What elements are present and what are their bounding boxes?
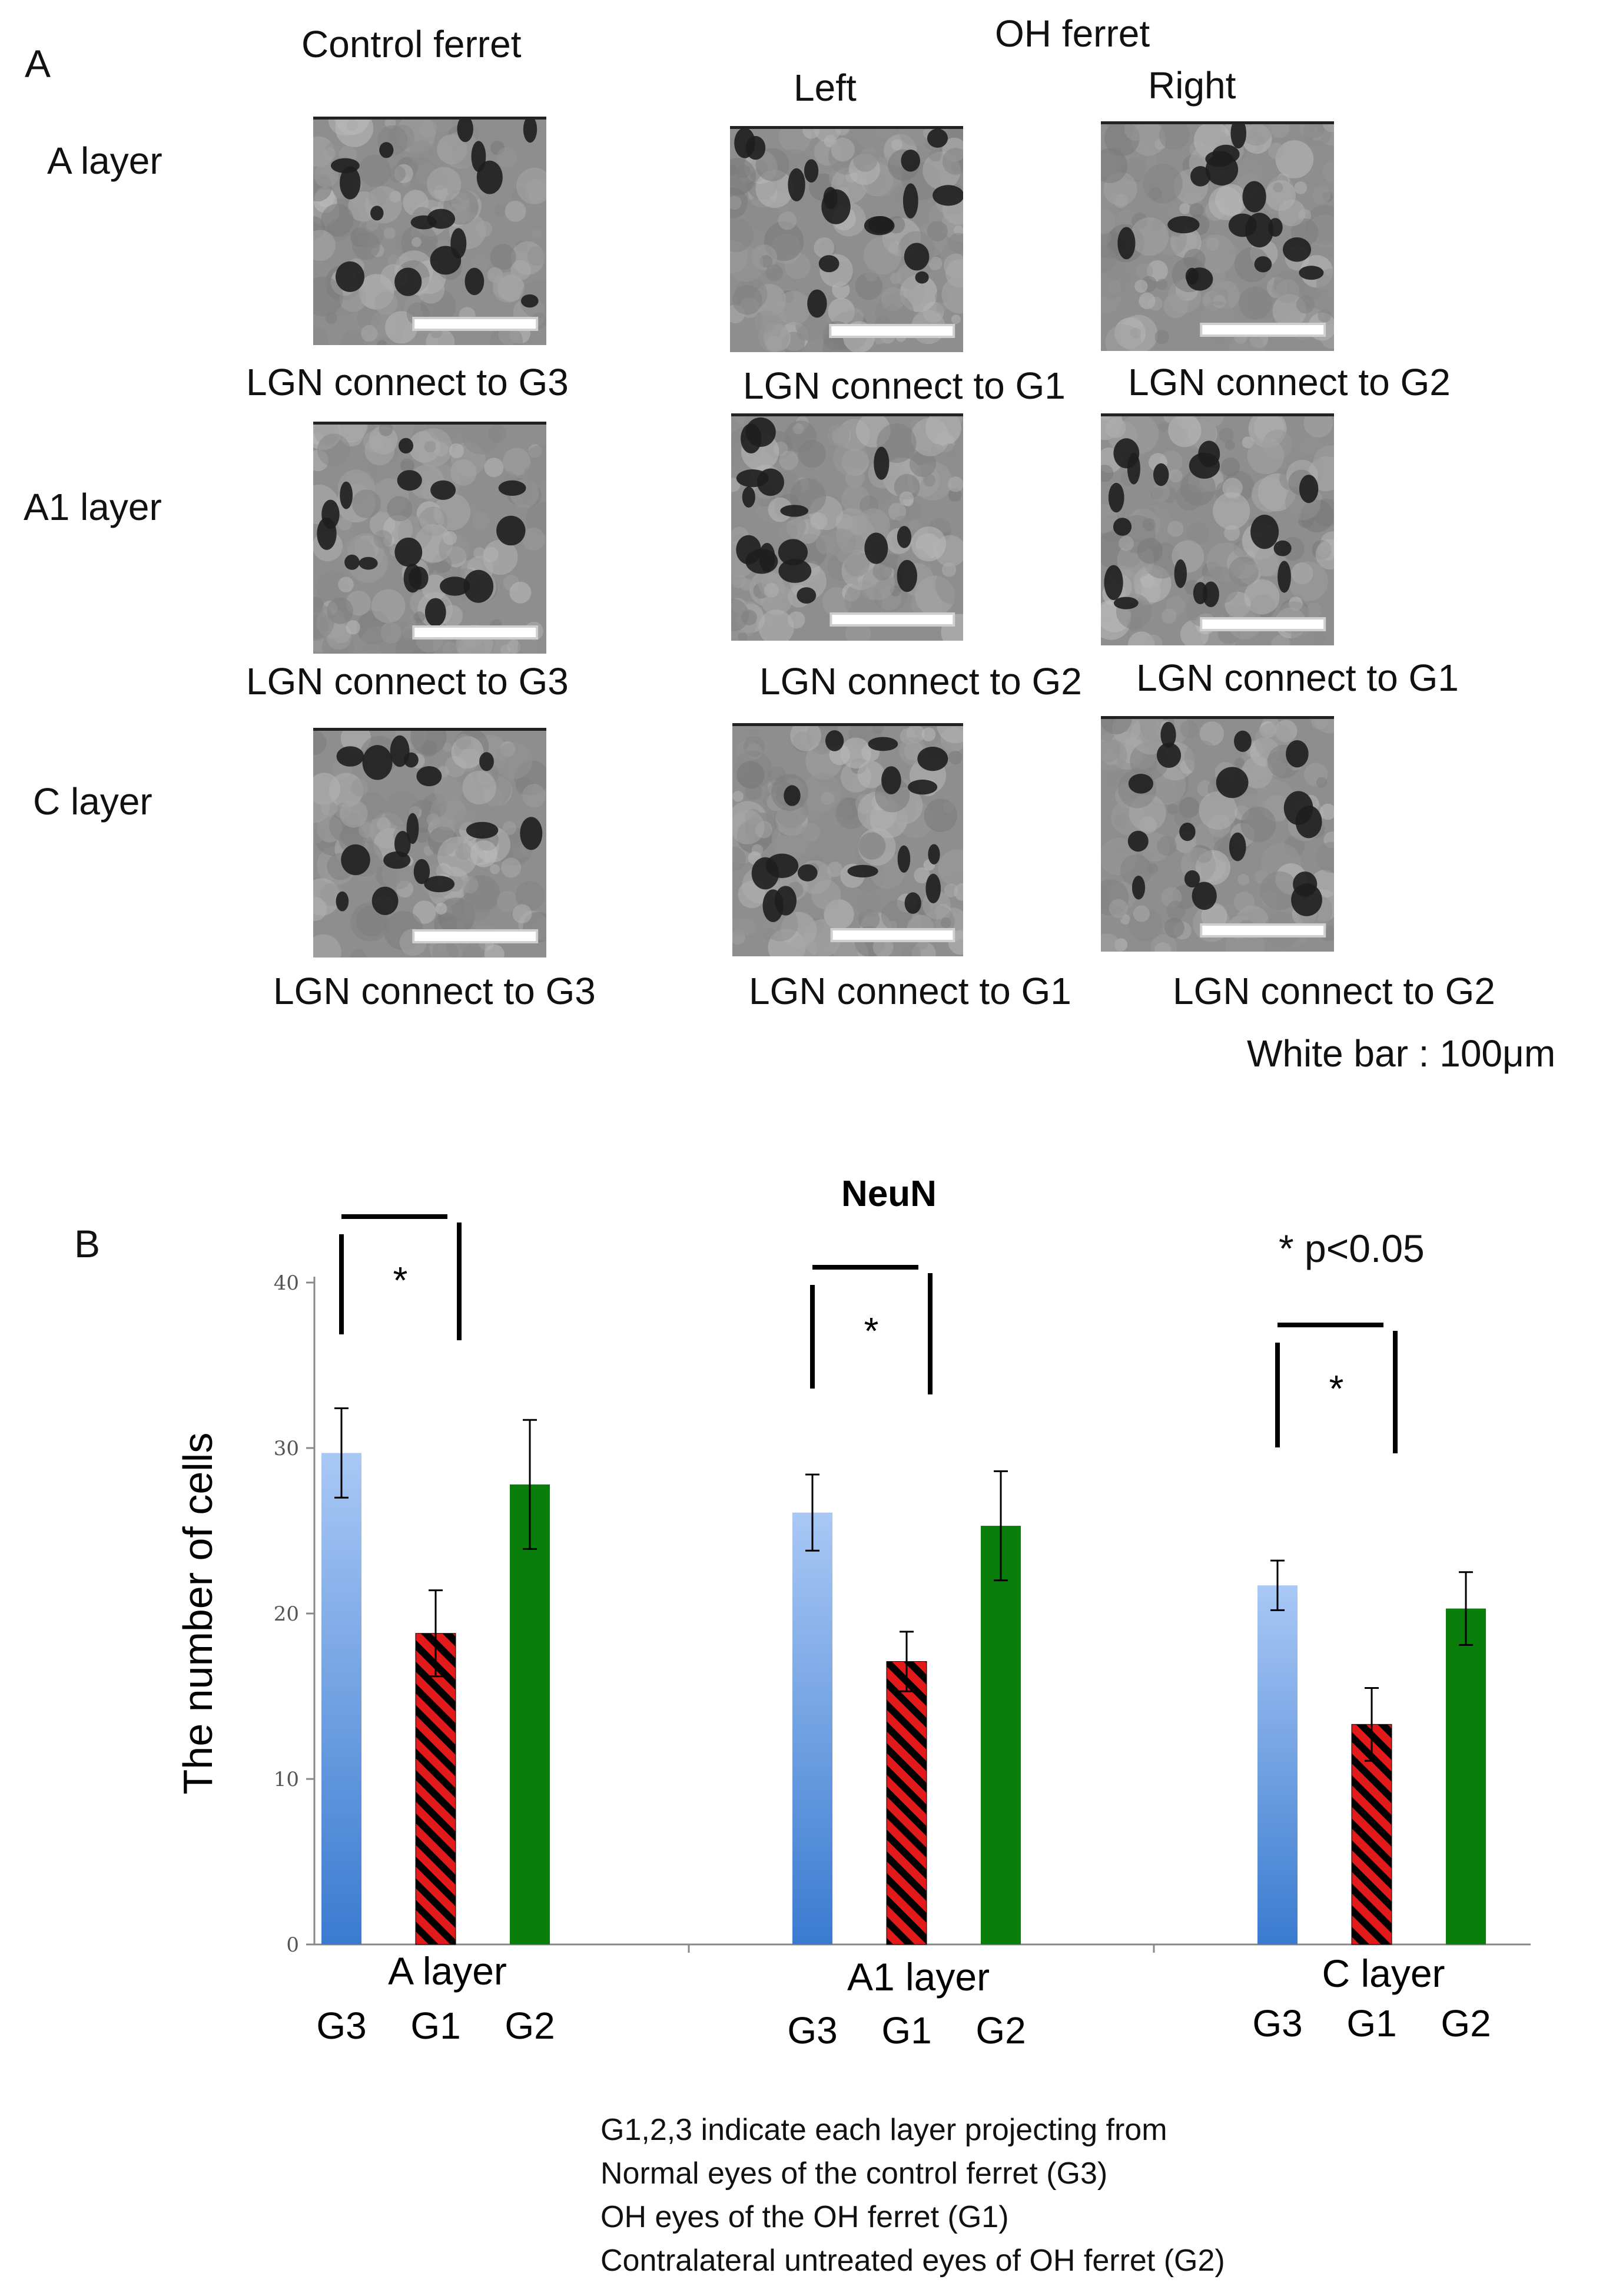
x-sublabel: G3 (316, 2005, 366, 2047)
chart-title: NeuN (841, 1174, 937, 1214)
micrograph-right-c-layer (1101, 716, 1334, 952)
micrograph-left-a-layer (730, 126, 963, 352)
y-tick-label: 40 (274, 1271, 299, 1295)
row-label-a1-layer: A1 layer (24, 486, 162, 528)
y-tick-label: 20 (274, 1602, 299, 1626)
caption-control-a1-layer: LGN connect to G3 (246, 660, 569, 703)
panel-b-letter: B (74, 1222, 101, 1265)
legend-line-4: Contralateral untreated eyes of OH ferre… (600, 2244, 1225, 2278)
caption-right-a1-layer: LGN connect to G1 (1136, 657, 1459, 699)
x-sublabel: G3 (787, 2009, 837, 2052)
micrograph-control-a1-layer (313, 422, 546, 654)
legend-block: G1,2,3 indicate each layer projecting fr… (600, 2108, 1225, 2282)
caption-right-a-layer: LGN connect to G2 (1128, 361, 1451, 403)
caption-control-a-layer: LGN connect to G3 (246, 361, 569, 403)
micrograph-right-a1-layer (1101, 413, 1334, 645)
x-group-label: A1 layer (847, 1955, 990, 1999)
y-axis-label: The number of cells (175, 1433, 221, 1795)
y-tick-label: 0 (286, 1933, 299, 1957)
micrograph-right-a-layer (1101, 121, 1334, 351)
caption-right-c-layer: LGN connect to G2 (1173, 970, 1495, 1012)
panel-a-letter: A (25, 42, 51, 85)
x-group-label: A layer (388, 1949, 507, 1993)
scale-bar-note: White bar : 100μm (1247, 1032, 1556, 1075)
bar-a-layer-g3 (321, 1453, 361, 1944)
micrograph-left-a1-layer (731, 413, 963, 641)
micrograph-control-c-layer (313, 728, 546, 958)
p-value-note: * p<0.05 (1279, 1227, 1425, 1270)
significance-star: * (864, 1310, 879, 1352)
bar-c-layer-g3 (1257, 1585, 1298, 1944)
legend-line-3: OH eyes of the OH ferret (G1) (600, 2200, 1009, 2234)
left-heading: Left (794, 67, 857, 109)
bar-a1-layer-g3 (792, 1512, 832, 1944)
caption-left-a1-layer: LGN connect to G2 (759, 660, 1082, 703)
micrograph-left-c-layer (732, 723, 963, 956)
y-tick-label: 10 (274, 1768, 299, 1791)
caption-left-c-layer: LGN connect to G1 (749, 970, 1071, 1012)
x-sublabel: G2 (975, 2009, 1026, 2052)
x-sublabel: G2 (505, 2005, 555, 2047)
y-tick-label: 30 (274, 1437, 299, 1460)
x-group-label: C layer (1322, 1952, 1445, 1995)
legend-line-2: Normal eyes of the control ferret (G3) (600, 2156, 1108, 2191)
caption-control-c-layer: LGN connect to G3 (273, 970, 596, 1012)
row-label-c-layer: C layer (33, 780, 152, 823)
bar-a1-layer-g1 (886, 1661, 927, 1945)
x-sublabel: G1 (1346, 2002, 1396, 2045)
significance-star: * (393, 1259, 408, 1301)
x-sublabel: G1 (410, 2005, 460, 2047)
caption-left-a-layer: LGN connect to G1 (743, 365, 1066, 407)
legend-line-1: G1,2,3 indicate each layer projecting fr… (600, 2113, 1167, 2147)
bar-a-layer-g2 (510, 1484, 550, 1944)
control-ferret-heading: Control ferret (301, 23, 522, 65)
x-sublabel: G1 (881, 2009, 931, 2052)
x-sublabel: G2 (1441, 2002, 1491, 2045)
oh-ferret-heading: OH ferret (995, 12, 1150, 55)
bar-a-layer-g1 (415, 1633, 456, 1945)
bar-a1-layer-g2 (981, 1526, 1021, 1944)
row-label-a-layer: A layer (47, 140, 162, 182)
right-heading: Right (1148, 64, 1236, 107)
x-sublabel: G3 (1252, 2002, 1302, 2045)
micrograph-control-a-layer (313, 117, 546, 345)
significance-star: * (1329, 1367, 1344, 1410)
bar-c-layer-g2 (1446, 1608, 1486, 1944)
